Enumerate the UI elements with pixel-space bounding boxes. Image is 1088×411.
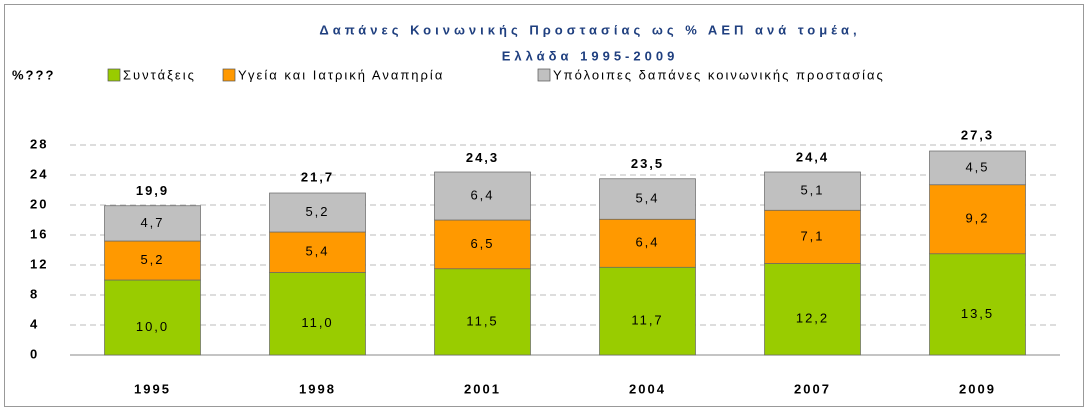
y-tick-label: 8 <box>30 286 39 301</box>
chart-title: Δαπάνες Κοινωνικής Προστασίας ως % ΑΕΠ α… <box>319 22 860 37</box>
legend-swatch <box>537 68 551 82</box>
bar-segment <box>599 178 696 220</box>
bar-segment <box>434 268 531 356</box>
data-label: 12,2 <box>796 311 829 326</box>
legend-label: Συντάξεις <box>123 67 196 82</box>
x-tick-label: 2001 <box>464 381 501 396</box>
legend-label: Υπόλοιπες δαπάνες κοινωνικής προστασίας <box>553 67 885 82</box>
total-label: 24,3 <box>466 150 499 165</box>
y-tick-label: 4 <box>30 316 39 331</box>
x-tick-label: 1995 <box>134 381 171 396</box>
data-label: 5,2 <box>305 204 329 219</box>
data-label: 6,5 <box>470 236 494 251</box>
y-tick-label: 24 <box>30 166 48 181</box>
x-tick-label: 1998 <box>299 381 336 396</box>
data-label: 11,7 <box>631 313 663 328</box>
y-axis-label: %??? <box>12 67 55 82</box>
data-label: 5,4 <box>635 190 659 205</box>
data-label: 9,2 <box>965 211 989 226</box>
bar-segment <box>434 171 531 221</box>
bar-segment <box>104 279 201 356</box>
data-label: 6,4 <box>470 187 494 202</box>
data-label: 7,1 <box>800 228 824 243</box>
bar-segment <box>764 171 861 211</box>
total-label: 21,7 <box>301 170 334 185</box>
total-label: 27,3 <box>961 128 994 143</box>
bar-segment <box>104 240 201 281</box>
y-tick-label: 20 <box>30 196 48 211</box>
data-label: 5,4 <box>305 244 329 259</box>
bar-segment <box>929 253 1026 356</box>
data-label: 13,5 <box>961 306 994 321</box>
total-label: 23,5 <box>631 156 664 171</box>
y-tick-label: 0 <box>30 346 39 361</box>
data-label: 10,0 <box>136 319 169 334</box>
data-label: 4,7 <box>140 215 164 230</box>
legend-swatch <box>222 68 236 82</box>
y-tick-label: 28 <box>30 136 48 151</box>
bar-segment <box>929 150 1026 186</box>
chart-title: Ελλάδα 1995-2009 <box>502 48 679 63</box>
y-tick-label: 16 <box>30 226 48 241</box>
bar-segment <box>269 272 366 356</box>
bar-segment <box>269 192 366 233</box>
x-tick-label: 2007 <box>794 381 831 396</box>
bar-segment <box>764 209 861 264</box>
legend-label: Υγεία και Ιατρική Αναπηρία <box>238 67 444 82</box>
total-label: 19,9 <box>136 183 169 198</box>
bar-segment <box>434 219 531 270</box>
data-label: 5,1 <box>800 183 824 198</box>
total-label: 24,4 <box>796 149 829 164</box>
y-tick-label: 12 <box>30 256 48 271</box>
bar-segment <box>929 184 1026 255</box>
data-label: 4,5 <box>965 159 989 174</box>
bar-segment <box>764 263 861 356</box>
data-label: 6,4 <box>635 235 659 250</box>
data-label: 5,2 <box>140 252 164 267</box>
x-tick-label: 2009 <box>959 381 996 396</box>
data-label: 11,5 <box>466 313 498 328</box>
data-label: 11,0 <box>301 315 333 330</box>
legend-swatch <box>107 68 121 82</box>
bar-segment <box>599 218 696 268</box>
bar-segment <box>599 266 696 356</box>
chart-frame <box>4 4 1084 407</box>
bar-segment <box>104 205 201 242</box>
x-tick-label: 2004 <box>629 381 666 396</box>
